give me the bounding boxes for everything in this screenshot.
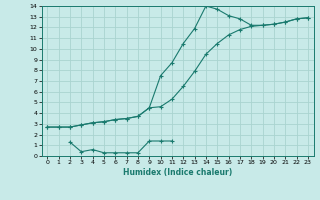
X-axis label: Humidex (Indice chaleur): Humidex (Indice chaleur) <box>123 168 232 177</box>
